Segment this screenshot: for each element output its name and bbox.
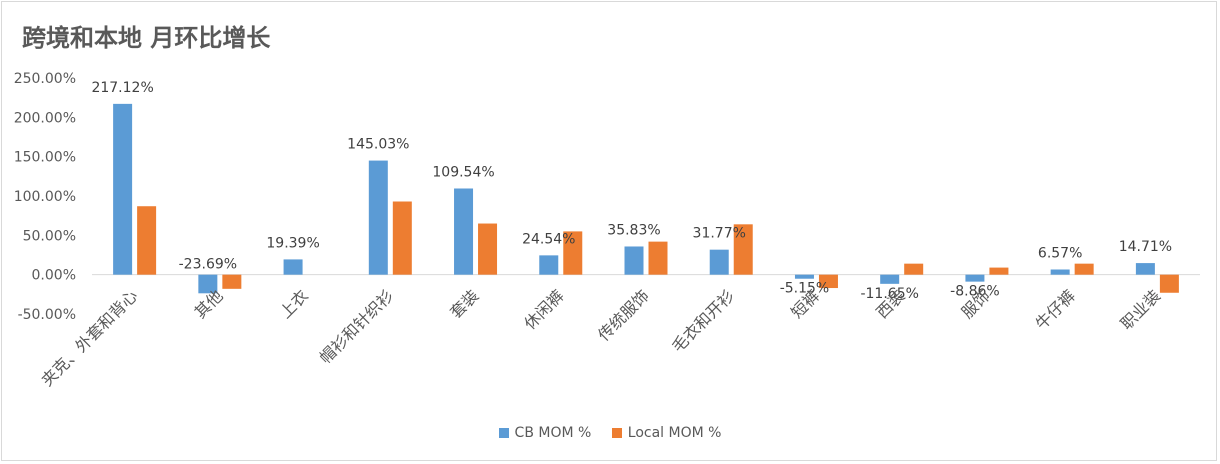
bar-cb [539,255,559,275]
legend: CB MOM % Local MOM % [0,425,1220,442]
bar-local [733,224,753,275]
y-tick-label: 50.00% [23,228,76,244]
bar-local [648,241,668,275]
data-label-cb: 217.12% [91,80,153,96]
x-category-label: 其他 [191,286,227,322]
bar-local [222,274,242,289]
chart-title: 跨境和本地 月环比增长 [22,24,271,52]
x-category-label: 套装 [446,286,482,322]
x-category-label: 帽衫和针织衫 [316,286,397,367]
data-label-cb: 31.77% [693,226,746,242]
legend-item-cb: CB MOM % [498,425,592,441]
x-category-label: 上衣 [276,286,312,322]
bar-local [137,206,157,275]
data-label-cb: 24.54% [522,231,575,247]
bar-local [392,201,412,275]
bar-local [989,267,1009,275]
y-tick-label: 100.00% [14,189,76,205]
bar-cb [454,188,474,275]
legend-item-local: Local MOM % [611,425,722,441]
x-category-label: 职业装 [1117,286,1164,333]
x-category-label: 休闲裤 [520,286,567,333]
x-category-label: 牛仔裤 [1032,286,1079,333]
bar-cb [794,274,814,279]
data-label-cb: -5.15% [780,281,830,297]
legend-swatch-local [611,428,622,438]
data-label-cb: 6.57% [1038,245,1082,261]
bar-cb [283,259,303,275]
bar-cb [1135,263,1155,275]
bar-local [478,223,498,275]
y-tick-label: 150.00% [14,150,76,166]
data-label-cb: -8.86% [950,284,1000,300]
y-tick-label: 0.00% [32,268,76,284]
x-category-label: 夹克、外套和背心 [37,286,141,390]
y-tick-label: -50.00% [18,307,76,323]
data-label-cb: 35.83% [607,222,660,238]
legend-swatch-cb [498,428,509,438]
y-tick-label: 200.00% [14,110,76,126]
bar-local [1159,274,1179,293]
x-category-label: 毛衣和开衫 [668,286,738,356]
bar-cb [198,274,218,294]
bar-cb [113,103,133,275]
y-tick-label: 250.00% [14,71,76,87]
bar-cb [368,160,388,275]
bar-cb [880,274,900,284]
legend-label-local: Local MOM % [627,425,722,441]
bar-local [1074,263,1094,275]
x-category-label: 传统服饰 [594,286,653,345]
data-label-cb: -23.69% [179,257,237,273]
legend-label-cb: CB MOM % [514,425,592,441]
bar-cb [965,274,985,282]
data-label-cb: 14.71% [1119,239,1172,255]
bar-cb [709,249,729,275]
data-label-cb: 145.03% [347,137,409,153]
bar-local [563,231,583,275]
data-label-cb: 109.54% [432,164,494,180]
bar-local [818,274,838,289]
bar-local [904,263,924,275]
bar-cb [624,246,644,275]
data-label-cb: 19.39% [266,235,319,251]
bar-cb [1050,269,1070,275]
data-label-cb: -11.65% [860,286,918,302]
